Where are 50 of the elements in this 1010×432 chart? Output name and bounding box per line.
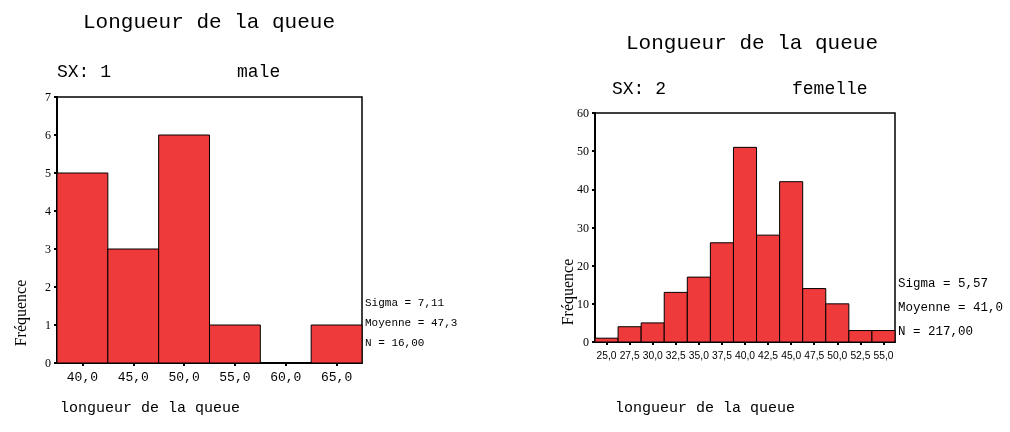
- y-tick-label: 4: [45, 204, 51, 218]
- y-axis-title: Fréquence: [558, 258, 577, 326]
- y-tick-label: 2: [45, 280, 51, 294]
- y-tick-label: 40: [577, 182, 589, 197]
- y-tick-label: 60: [577, 106, 589, 120]
- x-tick-label: 27,5: [619, 349, 640, 361]
- x-tick-label: 55,0: [219, 370, 251, 385]
- y-tick-label: 50: [577, 144, 589, 159]
- x-tick-label: 42,5: [758, 349, 779, 361]
- text: Moyenne = 41,0: [898, 301, 1004, 315]
- x-tick-label: 50,0: [827, 349, 848, 361]
- x-tick-label: 30,0: [642, 349, 663, 361]
- x-tick-label: 35,0: [688, 349, 710, 361]
- text: N = 217,00: [898, 325, 974, 339]
- y-tick-label: 7: [45, 90, 51, 104]
- chart-title: Longueur de la queue: [82, 10, 336, 34]
- y-tick-label: 20: [577, 258, 589, 273]
- x-tick-label: 55,0: [873, 349, 894, 361]
- y-tick-label: 10: [577, 296, 589, 311]
- x-tick-label: 37,5: [711, 349, 733, 361]
- x-tick-label: 32,5: [665, 349, 687, 361]
- y-axis-title: Fréquence: [11, 279, 30, 347]
- x-tick-label: 40,0: [735, 349, 756, 361]
- x-tick-label: 47,5: [804, 349, 825, 361]
- text: Sigma = 5,57: [898, 277, 989, 291]
- chart-title: Longueur de la queue: [625, 31, 879, 55]
- x-tick-label: 60,0: [270, 370, 302, 385]
- text: femelle: [792, 79, 868, 99]
- text: Moyenne = 47,3: [365, 317, 458, 329]
- x-tick-label: 45,0: [117, 370, 149, 385]
- x-tick-label: 52,5: [850, 349, 871, 361]
- text: male: [237, 62, 281, 82]
- x-axis-title: longueur de la queue: [615, 399, 796, 417]
- y-tick-label: 5: [45, 166, 51, 180]
- y-tick-label: 30: [577, 220, 589, 235]
- x-axis-title: longueur de la queue: [60, 399, 241, 417]
- text: N = 16,00: [365, 337, 425, 349]
- x-tick-label: 65,0: [320, 370, 353, 385]
- y-tick-label: 0: [583, 335, 589, 349]
- y-tick-label: 6: [45, 128, 51, 142]
- x-tick-label: 50,0: [168, 370, 200, 385]
- x-tick-label: 40,0: [66, 370, 99, 385]
- x-tick-label: 25,0: [596, 349, 617, 361]
- text: Sigma = 7,11: [365, 297, 445, 309]
- x-tick-label: 45,0: [781, 349, 802, 361]
- chart-subtitle: SX: 2: [612, 79, 667, 99]
- y-tick-label: 1: [45, 318, 51, 332]
- y-tick-label: 3: [45, 242, 51, 256]
- chart-subtitle: SX: 1: [57, 62, 112, 82]
- y-tick-label: 0: [45, 356, 51, 370]
